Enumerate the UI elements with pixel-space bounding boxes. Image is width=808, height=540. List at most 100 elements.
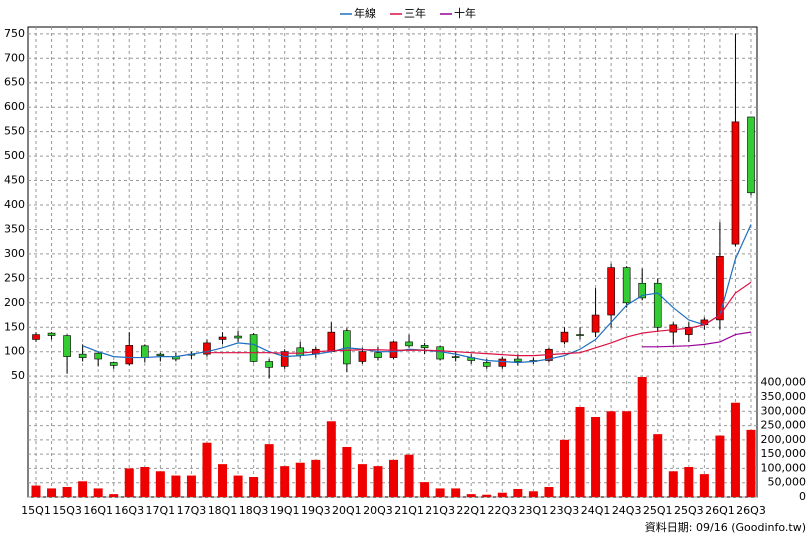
y2-tick-label: 150,000: [761, 447, 807, 460]
x-tick-label: 15Q3: [52, 504, 82, 517]
x-tick-label: 26Q1: [705, 504, 735, 517]
y-tick-label: 300: [4, 247, 25, 260]
candle-body: [374, 352, 382, 358]
x-tick-label: 24Q3: [612, 504, 642, 517]
volume-bar: [497, 492, 507, 497]
y2-tick-label: 0: [799, 490, 806, 503]
x-tick-label: 16Q3: [114, 504, 144, 517]
y2-tick-label: 250,000: [761, 419, 807, 432]
volume-bar: [311, 459, 321, 497]
candle-body: [94, 352, 102, 360]
candle-body: [218, 336, 227, 340]
volume-bar: [47, 488, 57, 497]
candle-body: [32, 334, 40, 340]
volume-bar: [699, 474, 709, 497]
x-tick-label: 19Q1: [270, 504, 300, 517]
volume-bar: [140, 467, 150, 497]
volume-bar: [280, 466, 290, 497]
x-tick-label: 24Q1: [581, 504, 611, 517]
y-tick-label: 100: [4, 345, 25, 358]
y2-tick-label: 200,000: [761, 433, 807, 446]
candle-body: [47, 332, 56, 336]
volume-bar: [715, 435, 725, 497]
y-tick-label: 200: [4, 296, 25, 309]
legend-label: 年線: [354, 6, 376, 20]
legend-label: 十年: [454, 6, 476, 20]
x-tick-label: 20Q1: [332, 504, 362, 517]
volume-bar: [668, 471, 678, 497]
y2-tick-label: 350,000: [761, 390, 807, 403]
volume-bar: [591, 417, 601, 497]
candle-body: [156, 353, 165, 356]
y-tick-label: 250: [4, 271, 25, 284]
volume-bar: [606, 411, 616, 497]
candle-body: [125, 345, 134, 365]
candle-body: [638, 282, 646, 299]
x-tick-label: 16Q1: [83, 504, 113, 517]
ma-line: [642, 331, 752, 348]
candle-body: [731, 121, 740, 245]
candle-body: [141, 345, 149, 358]
x-tick-label: 15Q1: [21, 504, 51, 517]
x-tick-label: 21Q1: [394, 504, 424, 517]
volume-bar: [420, 482, 430, 497]
volume-bar: [435, 488, 445, 497]
candle-body: [576, 334, 584, 336]
volume-bar: [171, 475, 181, 497]
candle-body: [482, 362, 491, 367]
y2-tick-label: 50,000: [768, 476, 807, 489]
volume-bar: [78, 481, 88, 497]
candle-body: [669, 324, 678, 333]
x-tick-label: 26Q3: [736, 504, 766, 517]
y-tick-label: 450: [4, 174, 25, 187]
y-tick-label: 50: [11, 369, 25, 382]
x-tick-label: 23Q3: [550, 504, 580, 517]
volume-bar: [31, 485, 41, 497]
x-tick-label: 19Q3: [301, 504, 331, 517]
candle-body: [109, 362, 118, 366]
volume-bar: [637, 377, 647, 497]
volume-bar: [513, 489, 523, 497]
volume-bar: [109, 494, 119, 497]
x-tick-label: 21Q3: [425, 504, 455, 517]
volume-bar: [93, 488, 103, 497]
candle-body: [451, 356, 460, 358]
volume-bar: [559, 439, 569, 497]
plot-frame: [27, 26, 758, 498]
volume-bar: [746, 429, 756, 497]
ma-line: [206, 281, 752, 357]
volume-bar: [466, 494, 476, 497]
x-tick-label: 22Q1: [456, 504, 486, 517]
y-tick-label: 400: [4, 198, 25, 211]
x-tick-label: 18Q3: [239, 504, 269, 517]
x-tick-label: 18Q1: [208, 504, 238, 517]
y-tick-label: 700: [4, 51, 25, 64]
volume-bar: [326, 421, 336, 497]
volume-bar: [264, 444, 274, 497]
candle-body: [327, 331, 336, 353]
candle-body: [653, 282, 662, 328]
y2-tick-label: 400,000: [761, 376, 807, 389]
y-tick-label: 750: [4, 27, 25, 40]
candle-body: [265, 361, 273, 368]
volume-bar: [249, 477, 259, 497]
y-tick-label: 650: [4, 76, 25, 89]
candle-body: [747, 116, 755, 194]
candle-body: [405, 341, 413, 347]
volume-bar: [482, 494, 492, 497]
candle-body: [249, 334, 258, 362]
candle-body: [591, 314, 600, 333]
candle-body: [607, 267, 615, 316]
candle-body: [716, 256, 724, 321]
x-tick-label: 22Q3: [487, 504, 517, 517]
legend-label: 三年: [404, 6, 426, 20]
volume-bar: [544, 487, 554, 497]
candle-body: [78, 353, 87, 358]
volume-bar: [684, 467, 694, 497]
volume-bar: [233, 475, 243, 497]
volume-bar: [357, 464, 367, 497]
x-tick-label: 23Q1: [519, 504, 549, 517]
candle-body: [498, 358, 507, 367]
candle-body: [436, 346, 444, 360]
volume-bar: [389, 459, 398, 497]
